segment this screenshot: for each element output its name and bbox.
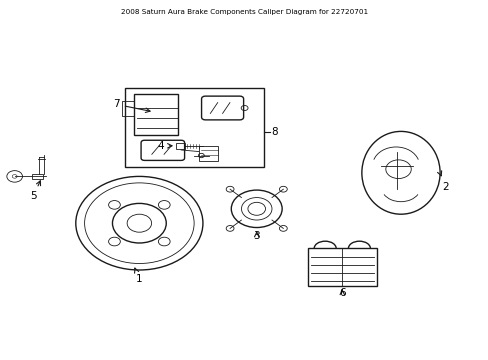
Bar <box>124 88 264 167</box>
Text: 2: 2 <box>437 171 448 192</box>
Bar <box>307 248 376 286</box>
Text: 5: 5 <box>30 181 41 201</box>
Bar <box>176 143 184 149</box>
Text: 3: 3 <box>253 231 260 241</box>
Text: 8: 8 <box>271 127 278 137</box>
Bar <box>32 174 42 179</box>
Text: 4: 4 <box>157 141 172 151</box>
Text: 7: 7 <box>113 99 150 112</box>
Text: 2008 Saturn Aura Brake Components Caliper Diagram for 22720701: 2008 Saturn Aura Brake Components Calipe… <box>121 9 367 15</box>
Text: 6: 6 <box>338 288 345 298</box>
Bar <box>134 94 178 135</box>
Bar <box>199 146 218 161</box>
Text: 1: 1 <box>134 268 142 284</box>
